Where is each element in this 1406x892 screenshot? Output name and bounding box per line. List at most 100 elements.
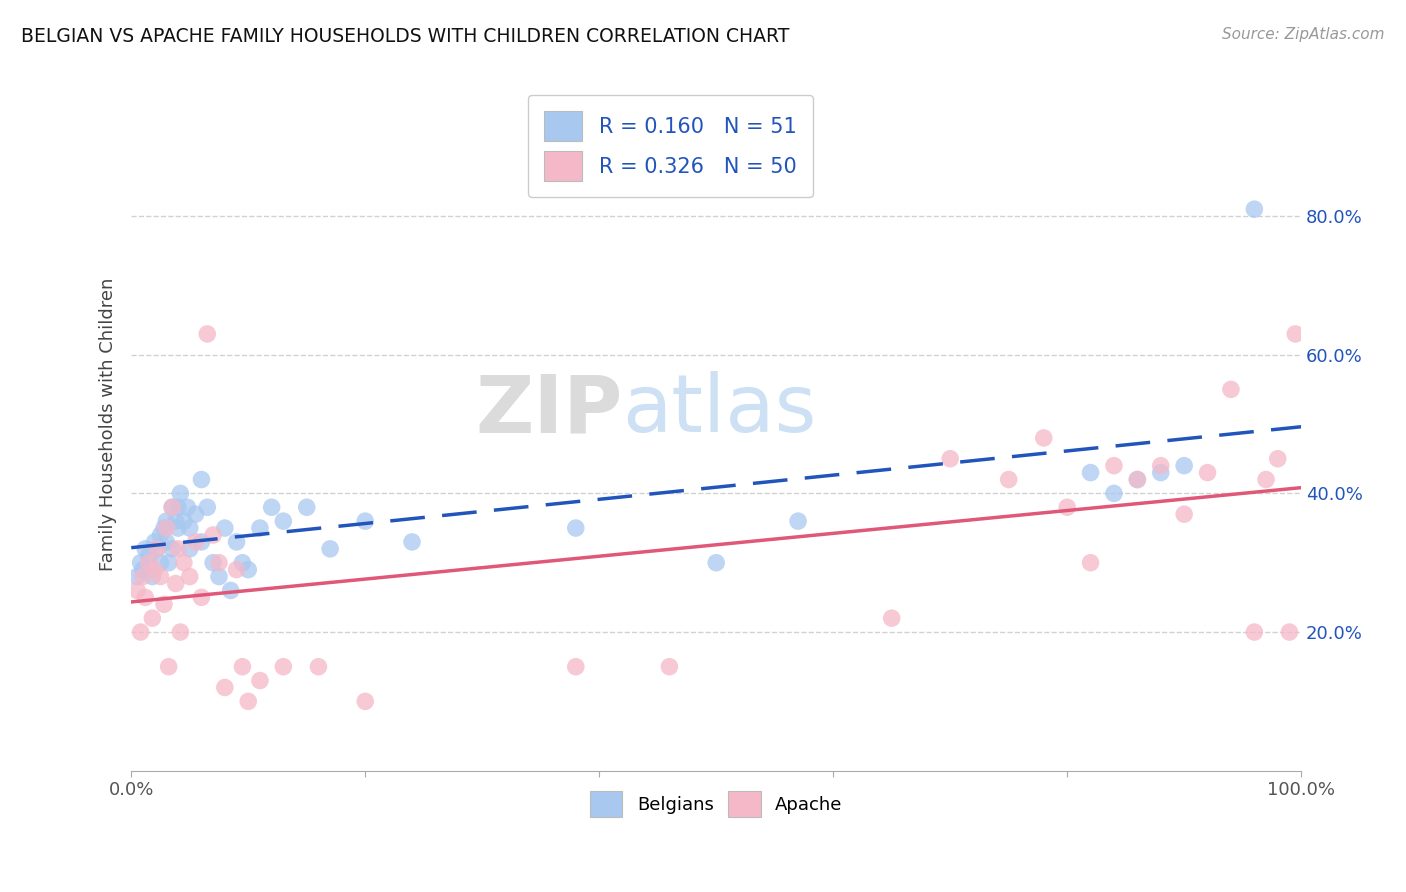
Point bbox=[1254, 473, 1277, 487]
Point bbox=[155, 521, 177, 535]
Point bbox=[225, 563, 247, 577]
Point bbox=[173, 514, 195, 528]
Point bbox=[231, 556, 253, 570]
Point bbox=[1267, 451, 1289, 466]
Point bbox=[238, 563, 260, 577]
Point bbox=[219, 583, 242, 598]
Point bbox=[1080, 556, 1102, 570]
Point bbox=[167, 541, 190, 556]
Point bbox=[127, 583, 149, 598]
Point bbox=[273, 514, 295, 528]
Point bbox=[129, 556, 152, 570]
Point bbox=[354, 694, 377, 708]
Point bbox=[146, 541, 169, 556]
Point bbox=[1197, 466, 1219, 480]
Point bbox=[176, 500, 198, 515]
Point bbox=[214, 521, 236, 535]
Point bbox=[169, 625, 191, 640]
Point bbox=[141, 611, 163, 625]
Point bbox=[260, 500, 283, 515]
Point bbox=[179, 521, 201, 535]
Text: ZIP: ZIP bbox=[475, 371, 623, 450]
Point bbox=[157, 556, 180, 570]
Point bbox=[787, 514, 810, 528]
Point bbox=[138, 549, 160, 563]
Point bbox=[1102, 458, 1125, 473]
Point bbox=[149, 556, 172, 570]
Point bbox=[173, 556, 195, 570]
Point bbox=[704, 556, 727, 570]
Point bbox=[179, 541, 201, 556]
Point bbox=[1102, 486, 1125, 500]
Point bbox=[1032, 431, 1054, 445]
Point bbox=[160, 500, 183, 515]
Point bbox=[1278, 625, 1301, 640]
Point bbox=[880, 611, 903, 625]
Point bbox=[190, 473, 212, 487]
Point bbox=[939, 451, 962, 466]
Point bbox=[1243, 202, 1265, 216]
Point bbox=[155, 514, 177, 528]
Point bbox=[1219, 383, 1241, 397]
Point bbox=[160, 500, 183, 515]
Point bbox=[208, 569, 231, 583]
Point bbox=[1150, 458, 1173, 473]
Point bbox=[134, 591, 156, 605]
Y-axis label: Family Households with Children: Family Households with Children bbox=[100, 277, 117, 571]
Point bbox=[1080, 466, 1102, 480]
Point bbox=[190, 591, 212, 605]
Point bbox=[1173, 507, 1195, 521]
Point bbox=[1150, 466, 1173, 480]
Point bbox=[1243, 625, 1265, 640]
Legend: Belgians, Apache: Belgians, Apache bbox=[582, 784, 849, 824]
Point bbox=[1173, 458, 1195, 473]
Point bbox=[238, 694, 260, 708]
Point bbox=[565, 659, 588, 673]
Point bbox=[202, 556, 225, 570]
Point bbox=[146, 541, 169, 556]
Point bbox=[214, 681, 236, 695]
Point bbox=[195, 326, 218, 341]
Point bbox=[155, 535, 177, 549]
Point bbox=[354, 514, 377, 528]
Point bbox=[1056, 500, 1078, 515]
Point bbox=[658, 659, 681, 673]
Point bbox=[273, 659, 295, 673]
Point bbox=[179, 569, 201, 583]
Point bbox=[143, 563, 166, 577]
Point bbox=[149, 528, 172, 542]
Point bbox=[1126, 473, 1149, 487]
Point bbox=[132, 563, 155, 577]
Point bbox=[134, 541, 156, 556]
Text: Source: ZipAtlas.com: Source: ZipAtlas.com bbox=[1222, 27, 1385, 42]
Point bbox=[167, 521, 190, 535]
Point bbox=[153, 521, 176, 535]
Point bbox=[319, 541, 342, 556]
Point bbox=[149, 569, 172, 583]
Point bbox=[249, 673, 271, 688]
Point bbox=[231, 659, 253, 673]
Point bbox=[249, 521, 271, 535]
Point bbox=[1284, 326, 1306, 341]
Point bbox=[160, 541, 183, 556]
Text: atlas: atlas bbox=[623, 371, 817, 450]
Point bbox=[997, 473, 1019, 487]
Point bbox=[184, 507, 207, 521]
Point bbox=[165, 514, 187, 528]
Point bbox=[138, 556, 160, 570]
Point bbox=[127, 569, 149, 583]
Point bbox=[195, 500, 218, 515]
Point bbox=[129, 625, 152, 640]
Point bbox=[143, 535, 166, 549]
Point bbox=[295, 500, 318, 515]
Point bbox=[165, 576, 187, 591]
Point bbox=[208, 556, 231, 570]
Point bbox=[153, 597, 176, 611]
Point bbox=[141, 569, 163, 583]
Point bbox=[401, 535, 423, 549]
Point bbox=[565, 521, 588, 535]
Point bbox=[157, 659, 180, 673]
Point bbox=[169, 486, 191, 500]
Point bbox=[132, 569, 155, 583]
Point bbox=[225, 535, 247, 549]
